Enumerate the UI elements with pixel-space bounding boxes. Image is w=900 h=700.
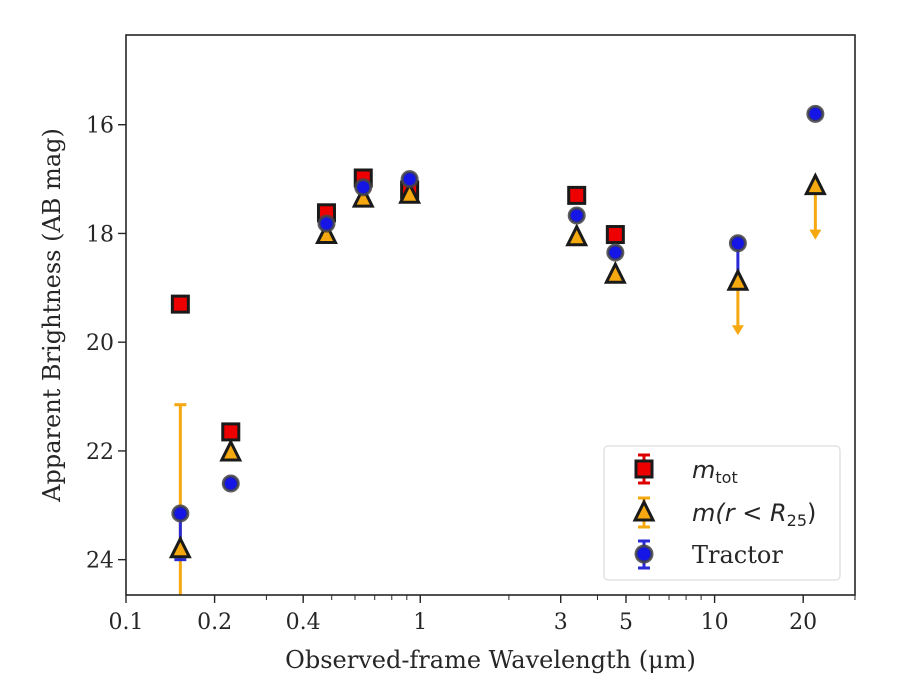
y-tick-label: 20 xyxy=(86,331,114,356)
x-tick-label: 0.1 xyxy=(109,610,144,635)
legend-m-tot-sub: tot xyxy=(715,468,737,487)
legend-tractor-label: Tractor xyxy=(692,541,783,569)
x-tick-label: 20 xyxy=(789,610,817,635)
m_r25-point xyxy=(351,184,375,208)
m_r25-point xyxy=(603,260,627,284)
legend-triangle-marker xyxy=(632,498,656,522)
m_r25-point xyxy=(565,223,589,247)
x-axis-label: Observed-frame Wavelength (μm) xyxy=(285,646,696,674)
tractor-point xyxy=(354,178,373,197)
legend-m-r25-sub: 25 xyxy=(787,511,807,530)
tractor-point xyxy=(317,214,336,233)
x-tick-label: 3 xyxy=(554,610,568,635)
legend-box xyxy=(603,445,841,581)
y-tick-label: 18 xyxy=(86,222,114,247)
x-tick-label: 10 xyxy=(701,610,729,635)
x-tick-label: 5 xyxy=(619,610,633,635)
x-axis: 0.1 0.2 0.4 1 3 5 10 20 xyxy=(109,595,856,635)
x-tick-label: 1 xyxy=(413,610,427,635)
legend-entry-m-r25: m(r < R25) xyxy=(632,496,816,530)
m_r25-point xyxy=(219,438,243,462)
tractor-point xyxy=(400,170,419,189)
tractor-point xyxy=(728,234,747,253)
plot-area xyxy=(168,104,827,595)
tractor-point xyxy=(606,243,625,262)
x-tick-label: 0.4 xyxy=(286,610,321,635)
m_r25-upper-limit-arrow-head xyxy=(809,229,822,240)
legend-square-marker xyxy=(634,459,654,479)
tractor-point xyxy=(171,504,190,523)
y-axis-label: Apparent Brightness (AB mag) xyxy=(38,128,66,503)
legend-circle-marker xyxy=(634,544,654,564)
m_r25-point xyxy=(315,221,338,245)
m_tot-point xyxy=(605,225,625,245)
y-tick-label: 24 xyxy=(86,549,114,574)
m_tot-point xyxy=(567,185,587,205)
m_r25-point xyxy=(803,172,827,196)
x-tick-label: 0.2 xyxy=(197,610,232,635)
tractor-point xyxy=(567,206,586,225)
legend-m-r25-suffix: ) xyxy=(807,499,816,527)
legend-m-r25-prefix: m(r < R xyxy=(692,499,787,527)
m_tot-point xyxy=(170,294,190,314)
m_r25-point xyxy=(168,535,192,559)
tractor-point xyxy=(806,104,825,123)
m_tot-point xyxy=(221,422,241,442)
plot-frame xyxy=(125,34,856,596)
legend-entry-m-tot: mtot xyxy=(634,453,738,487)
legend: mtot m(r < R25) Tractor xyxy=(603,445,841,581)
m_r25-upper-limit-arrow-head xyxy=(731,325,744,336)
legend-m-tot-base: m xyxy=(692,456,715,484)
y-axis: 16 18 20 22 24 xyxy=(86,114,126,574)
y-tick-label: 16 xyxy=(86,114,114,139)
tractor-point xyxy=(221,474,240,493)
y-tick-label: 22 xyxy=(86,440,114,465)
legend-entry-tractor: Tractor xyxy=(634,539,783,570)
svg-text:m(r < R25): m(r < R25) xyxy=(692,499,816,530)
svg-text:mtot: mtot xyxy=(692,456,738,487)
m_r25-point xyxy=(726,267,750,291)
m_r25-point xyxy=(398,180,422,204)
markers xyxy=(168,104,827,559)
